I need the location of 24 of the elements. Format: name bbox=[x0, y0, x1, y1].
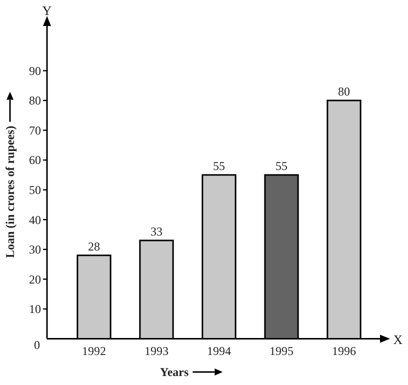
y-tick-label: 20 bbox=[29, 272, 41, 286]
y-tick-label: 80 bbox=[29, 94, 41, 108]
x-tick-label: 1995 bbox=[270, 344, 294, 358]
y-tick-label: 70 bbox=[29, 123, 41, 138]
data-label: 33 bbox=[150, 224, 162, 238]
y-tick-label: 0 bbox=[34, 338, 40, 352]
data-label: 28 bbox=[88, 239, 100, 254]
x-tick-label: 1992 bbox=[82, 344, 106, 358]
x-axis-title: Years bbox=[160, 365, 189, 379]
y-axis-title: Loan (in crores of rupees) bbox=[3, 126, 17, 258]
x-tick-label: 1993 bbox=[144, 344, 168, 358]
text: X bbox=[393, 332, 404, 347]
text: Y bbox=[42, 3, 52, 18]
x-tick-label: 1994 bbox=[207, 344, 231, 358]
y-tick-label: 50 bbox=[29, 183, 41, 198]
data-label: 55 bbox=[276, 158, 288, 173]
x-tick-label: 1996 bbox=[332, 344, 356, 358]
data-label: 55 bbox=[213, 158, 225, 173]
data-label: 80 bbox=[338, 84, 350, 98]
y-tick-label: 30 bbox=[29, 242, 41, 257]
y-tick-label: 60 bbox=[29, 153, 41, 168]
y-tick-label: 90 bbox=[29, 64, 41, 78]
y-tick-label: 10 bbox=[29, 302, 41, 316]
y-tick-label: 40 bbox=[29, 212, 41, 227]
